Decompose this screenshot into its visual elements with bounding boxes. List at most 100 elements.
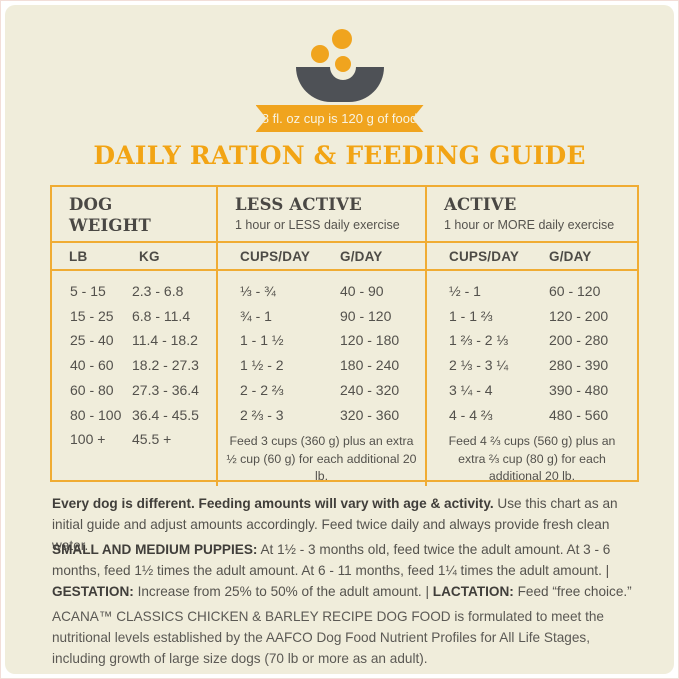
weight-column: 5 - 15 2.3 - 6.8 15 - 25 6.8 - 11.4 25 - 4… xyxy=(52,271,216,486)
cups-value: ½ - 1 xyxy=(449,283,481,299)
lb-value: 5 - 15 xyxy=(70,283,106,299)
table-row: ⅓ - ¾ 40 - 90 xyxy=(218,279,425,304)
grams-value: 480 - 560 xyxy=(549,406,609,423)
subheader-cups: CUPS/DAY xyxy=(449,248,520,264)
kg-value: 36.4 - 45.5 xyxy=(132,406,199,423)
subheader-kg: KG xyxy=(139,248,160,264)
cups-value: ¾ - 1 xyxy=(240,307,272,324)
table-row: 2 ⅔ - 3 320 - 360 xyxy=(218,403,425,428)
cups-value: 1 ⅔ - 2 ⅓ xyxy=(449,332,509,349)
grams-value: 200 - 280 xyxy=(549,332,609,349)
kg-value: 27.3 - 36.4 xyxy=(132,381,199,398)
cups-value: 2 ⅓ - 3 ¼ xyxy=(449,357,509,374)
note-every-dog: Every dog is different. Feeding amounts … xyxy=(52,493,638,556)
table-row: 1 ⅔ - 2 ⅓ 200 - 280 xyxy=(427,328,637,353)
gestation-text: Increase from 25% to 50% of the adult am… xyxy=(133,584,433,599)
kg-value: 11.4 - 18.2 xyxy=(132,332,198,349)
table-row: 25 - 40 11.4 - 18.2 xyxy=(52,328,216,353)
column-subtitle: 1 hour or LESS daily exercise xyxy=(235,217,400,232)
table-body: 5 - 15 2.3 - 6.8 15 - 25 6.8 - 11.4 25 - 4… xyxy=(52,271,637,486)
kibble-dot-icon xyxy=(334,56,351,72)
table-row: 4 - 4 ⅔ 480 - 560 xyxy=(427,403,637,428)
table-row: 2 ⅓ - 3 ¼ 280 - 390 xyxy=(427,353,637,378)
kg-value: 2.3 - 6.8 xyxy=(132,283,184,299)
table-row: 2 - 2 ⅔ 240 - 320 xyxy=(218,378,425,403)
table-row: 15 - 25 6.8 - 11.4 xyxy=(52,304,216,329)
subheader-weight-units: LB KG xyxy=(52,243,216,269)
table-row: 1 - 1 ⅔ 120 - 200 xyxy=(427,304,637,329)
grams-value: 120 - 180 xyxy=(340,332,400,349)
less-active-extra-note: Feed 3 cups (360 g) plus an extra ½ cup … xyxy=(226,434,417,484)
subheader-gday: G/DAY xyxy=(549,248,592,264)
kg-value: 6.8 - 11.4 xyxy=(132,307,191,324)
lb-value: 100 + xyxy=(70,431,106,448)
subheader-cups: CUPS/DAY xyxy=(240,248,311,264)
column-title: LESS ACTIVE xyxy=(235,195,362,214)
subheader-lb: LB xyxy=(69,248,88,264)
table-subheader-row: LB KG CUPS/DAY G/DAY CUPS/DAY G/DAY xyxy=(52,243,637,271)
aafco-statement: ACANA™ CLASSICS CHICKEN & BARLEY RECIPE … xyxy=(52,609,604,666)
kg-value: 45.5 + xyxy=(132,431,172,448)
grams-value: 60 - 120 xyxy=(549,283,601,299)
lb-value: 15 - 25 xyxy=(70,307,114,324)
table-row: 5 - 15 2.3 - 6.8 xyxy=(52,279,216,304)
kibble-dot-icon xyxy=(331,29,352,49)
less-active-column: ⅓ - ¾ 40 - 90 ¾ - 1 90 - 120 1 - 1 ½ 120 - … xyxy=(216,271,425,486)
table-row: 1 - 1 ½ 120 - 180 xyxy=(218,328,425,353)
active-column: ½ - 1 60 - 120 1 - 1 ⅔ 120 - 200 1 ⅔ - 2 ⅓… xyxy=(425,271,637,486)
lb-value: 25 - 40 xyxy=(70,332,114,349)
page-title: DAILY RATION & FEEDING GUIDE xyxy=(93,141,586,170)
bowl-with-kibble-icon xyxy=(295,29,385,103)
subheader-active-units: CUPS/DAY G/DAY xyxy=(425,243,637,269)
gestation-label: GESTATION: xyxy=(52,584,134,599)
grams-value: 390 - 480 xyxy=(549,381,609,398)
cups-value: 1 - 1 ½ xyxy=(240,332,284,349)
subheader-gday: G/DAY xyxy=(340,248,383,264)
table-row: 1 ½ - 2 180 - 240 xyxy=(218,353,425,378)
column-title: ACTIVE xyxy=(444,195,517,214)
column-subtitle: 1 hour or MORE daily exercise xyxy=(444,217,615,232)
grams-value: 90 - 120 xyxy=(340,307,392,324)
table-row: ½ - 1 60 - 120 xyxy=(427,279,637,304)
table-row: 40 - 60 18.2 - 27.3 xyxy=(52,353,216,378)
cup-measure-badge: 8 fl. oz cup is 120 g of food xyxy=(256,105,424,132)
subheader-less-active-units: CUPS/DAY G/DAY xyxy=(216,243,425,269)
cups-value: 2 - 2 ⅔ xyxy=(240,381,284,398)
cups-value: ⅓ - ¾ xyxy=(240,283,276,299)
lactation-label: LACTATION: xyxy=(432,584,514,599)
lb-value: 60 - 80 xyxy=(70,381,114,398)
cups-value: 1 ½ - 2 xyxy=(240,357,284,374)
lb-value: 80 - 100 xyxy=(70,406,122,423)
table-row: 100 + 45.5 + xyxy=(52,427,216,452)
kg-value: 18.2 - 27.3 xyxy=(132,357,199,374)
table-row: 3 ¼ - 4 390 - 480 xyxy=(427,378,637,403)
column-title: DOG WEIGHT xyxy=(69,195,151,235)
cups-value: 1 - 1 ⅔ xyxy=(449,307,493,324)
feeding-table: DOG WEIGHT LESS ACTIVE 1 hour or LESS da… xyxy=(50,185,639,486)
table-row: 80 - 100 36.4 - 45.5 xyxy=(52,403,216,428)
kibble-dot-icon xyxy=(310,45,329,63)
header-less-active: LESS ACTIVE 1 hour or LESS daily exercis… xyxy=(216,187,425,241)
table-row: ¾ - 1 90 - 120 xyxy=(218,304,425,329)
grams-value: 320 - 360 xyxy=(340,406,400,423)
note-text: Use this chart as an initial guide and a… xyxy=(52,496,618,553)
table-header-row: DOG WEIGHT LESS ACTIVE 1 hour or LESS da… xyxy=(52,187,637,243)
grams-value: 40 - 90 xyxy=(340,283,384,299)
grams-value: 180 - 240 xyxy=(340,357,400,374)
active-extra-note: Feed 4 ⅔ cups (560 g) plus an extra ⅔ cu… xyxy=(448,434,616,484)
header-active: ACTIVE 1 hour or MORE daily exercise xyxy=(425,187,637,241)
cup-measure-label: 8 fl. oz cup is 120 g of food xyxy=(261,111,418,126)
grams-value: 280 - 390 xyxy=(549,357,609,374)
cups-value: 4 - 4 ⅔ xyxy=(449,406,493,423)
note-bold-lead: Every dog is different. Feeding amounts … xyxy=(52,496,494,511)
note-life-stages: SMALL AND MEDIUM PUPPIES: At 1½ - 3 mont… xyxy=(52,539,638,602)
grams-value: 240 - 320 xyxy=(340,381,400,398)
cups-value: 3 ¼ - 4 xyxy=(449,381,493,398)
puppies-label: SMALL AND MEDIUM PUPPIES: xyxy=(52,542,258,557)
header-dog-weight: DOG WEIGHT xyxy=(52,187,216,241)
cups-value: 2 ⅔ - 3 xyxy=(240,406,284,423)
lactation-text: Feed “free choice.” xyxy=(513,584,632,599)
table-row: 60 - 80 27.3 - 36.4 xyxy=(52,378,216,403)
puppies-text: At 1½ - 3 months old, feed twice the adu… xyxy=(52,542,611,578)
